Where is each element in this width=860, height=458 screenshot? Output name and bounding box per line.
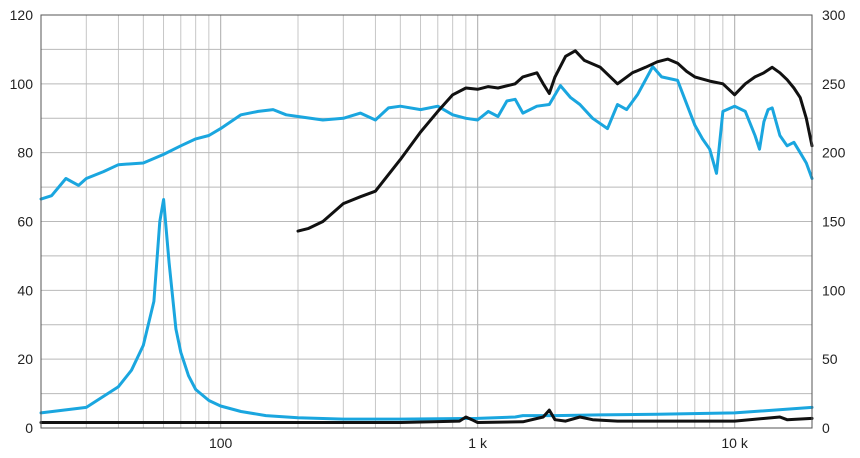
x-tick-label: 100 [209,435,233,451]
series-line-3 [39,198,814,421]
y-left-tick-label: 20 [17,351,33,367]
y-left-tick-label: 100 [10,76,34,92]
y-right-tick-label: 50 [822,351,838,367]
x-tick-label: 10 k [721,435,748,451]
y-right-tick-label: 200 [822,145,846,161]
y-left-tick-label: 0 [25,420,33,436]
tick-labels: 0 20 40 60 80 100 120 0 50 100 150 200 250 300 100 1 k 1… [10,7,846,451]
series-line-4 [39,408,814,424]
y-left-tick-label: 120 [10,7,34,23]
y-left-tick-label: 40 [17,282,33,298]
y-right-tick-label: 100 [822,282,846,298]
y-right-tick-label: 150 [822,214,846,230]
plot-frame [40,14,813,429]
series-layer [39,49,814,424]
x-tick-label: 1 k [468,435,488,451]
series-line-1 [39,65,814,201]
y-right-tick-label: 0 [822,420,830,436]
y-left-tick-label: 60 [17,214,33,230]
y-right-tick-label: 250 [822,76,846,92]
series-line-2 [296,49,814,233]
y-left-tick-label: 80 [17,145,33,161]
y-right-tick-label: 300 [822,7,846,23]
